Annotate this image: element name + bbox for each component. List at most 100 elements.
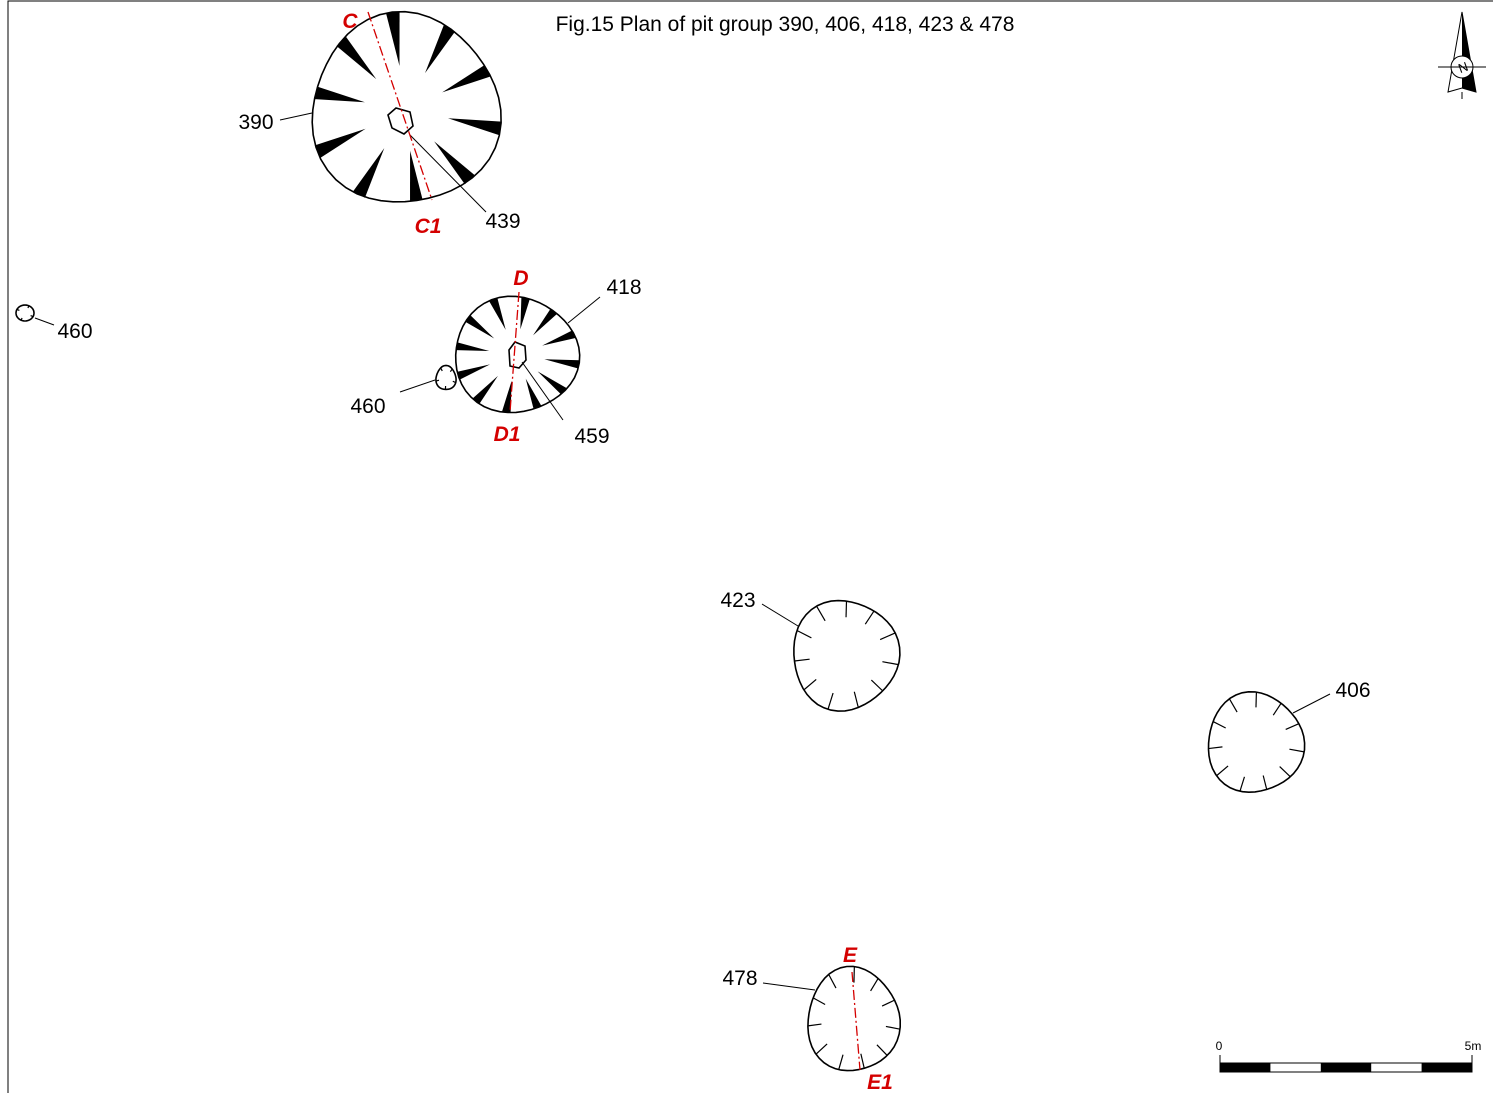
section-line — [367, 11, 433, 201]
hachure — [544, 359, 580, 369]
hachure — [853, 691, 859, 708]
leader — [521, 361, 564, 421]
hachure — [336, 36, 377, 80]
section-label: C — [342, 10, 358, 33]
section-label: D1 — [494, 423, 521, 446]
feature-label: 439 — [485, 210, 520, 233]
hachure — [435, 379, 440, 382]
title: Fig.15 Plan of pit group 390, 406, 418, … — [556, 13, 1015, 36]
hachure — [816, 605, 826, 622]
north-arrow: N — [1438, 11, 1486, 99]
hachure — [425, 25, 456, 74]
frame — [7, 0, 1493, 1093]
hachure — [533, 308, 558, 336]
leader — [761, 603, 799, 627]
hachure — [882, 661, 899, 666]
hachure — [794, 658, 810, 662]
hachure — [1239, 776, 1246, 792]
hachure — [537, 371, 567, 395]
hachure — [448, 118, 502, 136]
section-line — [509, 291, 520, 413]
hachure — [1212, 721, 1226, 729]
feature-label: 460 — [350, 395, 385, 418]
hachure — [385, 11, 400, 66]
hachure — [542, 330, 576, 346]
section-label: D — [513, 267, 528, 290]
feature-label: 459 — [574, 425, 609, 448]
pit-outline — [311, 10, 502, 203]
hachure — [1228, 698, 1238, 713]
scale-label: 5m — [1465, 1039, 1482, 1053]
hachure — [860, 1053, 865, 1069]
hachure — [1285, 723, 1300, 731]
hachure — [440, 367, 443, 372]
feature-label: 406 — [1335, 679, 1370, 702]
hachure — [30, 314, 34, 318]
hachure — [20, 317, 23, 321]
hachure — [879, 632, 896, 641]
hachure — [501, 380, 512, 413]
hachure — [1208, 746, 1223, 750]
leader — [567, 296, 601, 324]
hachure — [434, 141, 475, 185]
leader — [34, 317, 55, 326]
hachure — [353, 148, 385, 198]
hachure — [812, 997, 826, 1006]
hachure — [815, 1043, 828, 1055]
hachure — [1279, 766, 1291, 778]
feature-label: 390 — [238, 111, 273, 134]
hachure — [489, 297, 506, 330]
hachure — [456, 342, 490, 352]
hachure — [796, 629, 812, 639]
hachure — [1289, 748, 1305, 753]
hachure — [314, 86, 365, 103]
hachure — [456, 364, 491, 380]
pit-outline — [435, 364, 457, 391]
hachure — [876, 1044, 888, 1056]
hachure — [410, 150, 423, 202]
hachure — [885, 1025, 901, 1030]
pit-outline — [793, 599, 901, 712]
hachure — [16, 308, 20, 312]
pits — [15, 10, 1306, 1072]
hachure — [472, 375, 498, 404]
section-label: E — [843, 944, 858, 967]
hachure — [1272, 702, 1282, 716]
feature-label: 423 — [720, 589, 755, 612]
hachure — [870, 679, 884, 692]
section-label: C1 — [415, 215, 442, 238]
hachure — [881, 999, 895, 1007]
hachure — [864, 610, 875, 625]
leader — [762, 982, 816, 991]
hachure — [827, 692, 834, 710]
hachure — [828, 974, 837, 989]
hachure — [870, 978, 879, 992]
feature-label: 460 — [57, 320, 92, 343]
scale-bar: 0 5m — [1216, 1039, 1482, 1073]
hachure — [807, 1023, 822, 1027]
leader — [399, 379, 436, 393]
scale-label: 0 — [1216, 1039, 1223, 1053]
hachure — [1216, 765, 1229, 777]
hachure — [442, 64, 491, 93]
feature-label: 478 — [722, 967, 757, 990]
hachure — [803, 678, 817, 691]
hachure — [449, 368, 453, 373]
leader-lines — [34, 112, 1331, 991]
hachure — [314, 128, 366, 158]
leader — [1292, 693, 1331, 714]
hachure — [452, 380, 456, 384]
hachure — [27, 305, 30, 309]
feature-label: 418 — [606, 276, 641, 299]
hachure — [838, 1054, 844, 1070]
pit-outline — [15, 304, 35, 322]
hachure — [520, 297, 530, 330]
leader — [279, 112, 313, 121]
section-line — [851, 971, 861, 1071]
hachure — [465, 315, 495, 339]
leader — [409, 134, 487, 213]
section-label: E1 — [867, 1071, 893, 1093]
hachure — [1262, 775, 1268, 790]
hachure — [525, 378, 542, 409]
